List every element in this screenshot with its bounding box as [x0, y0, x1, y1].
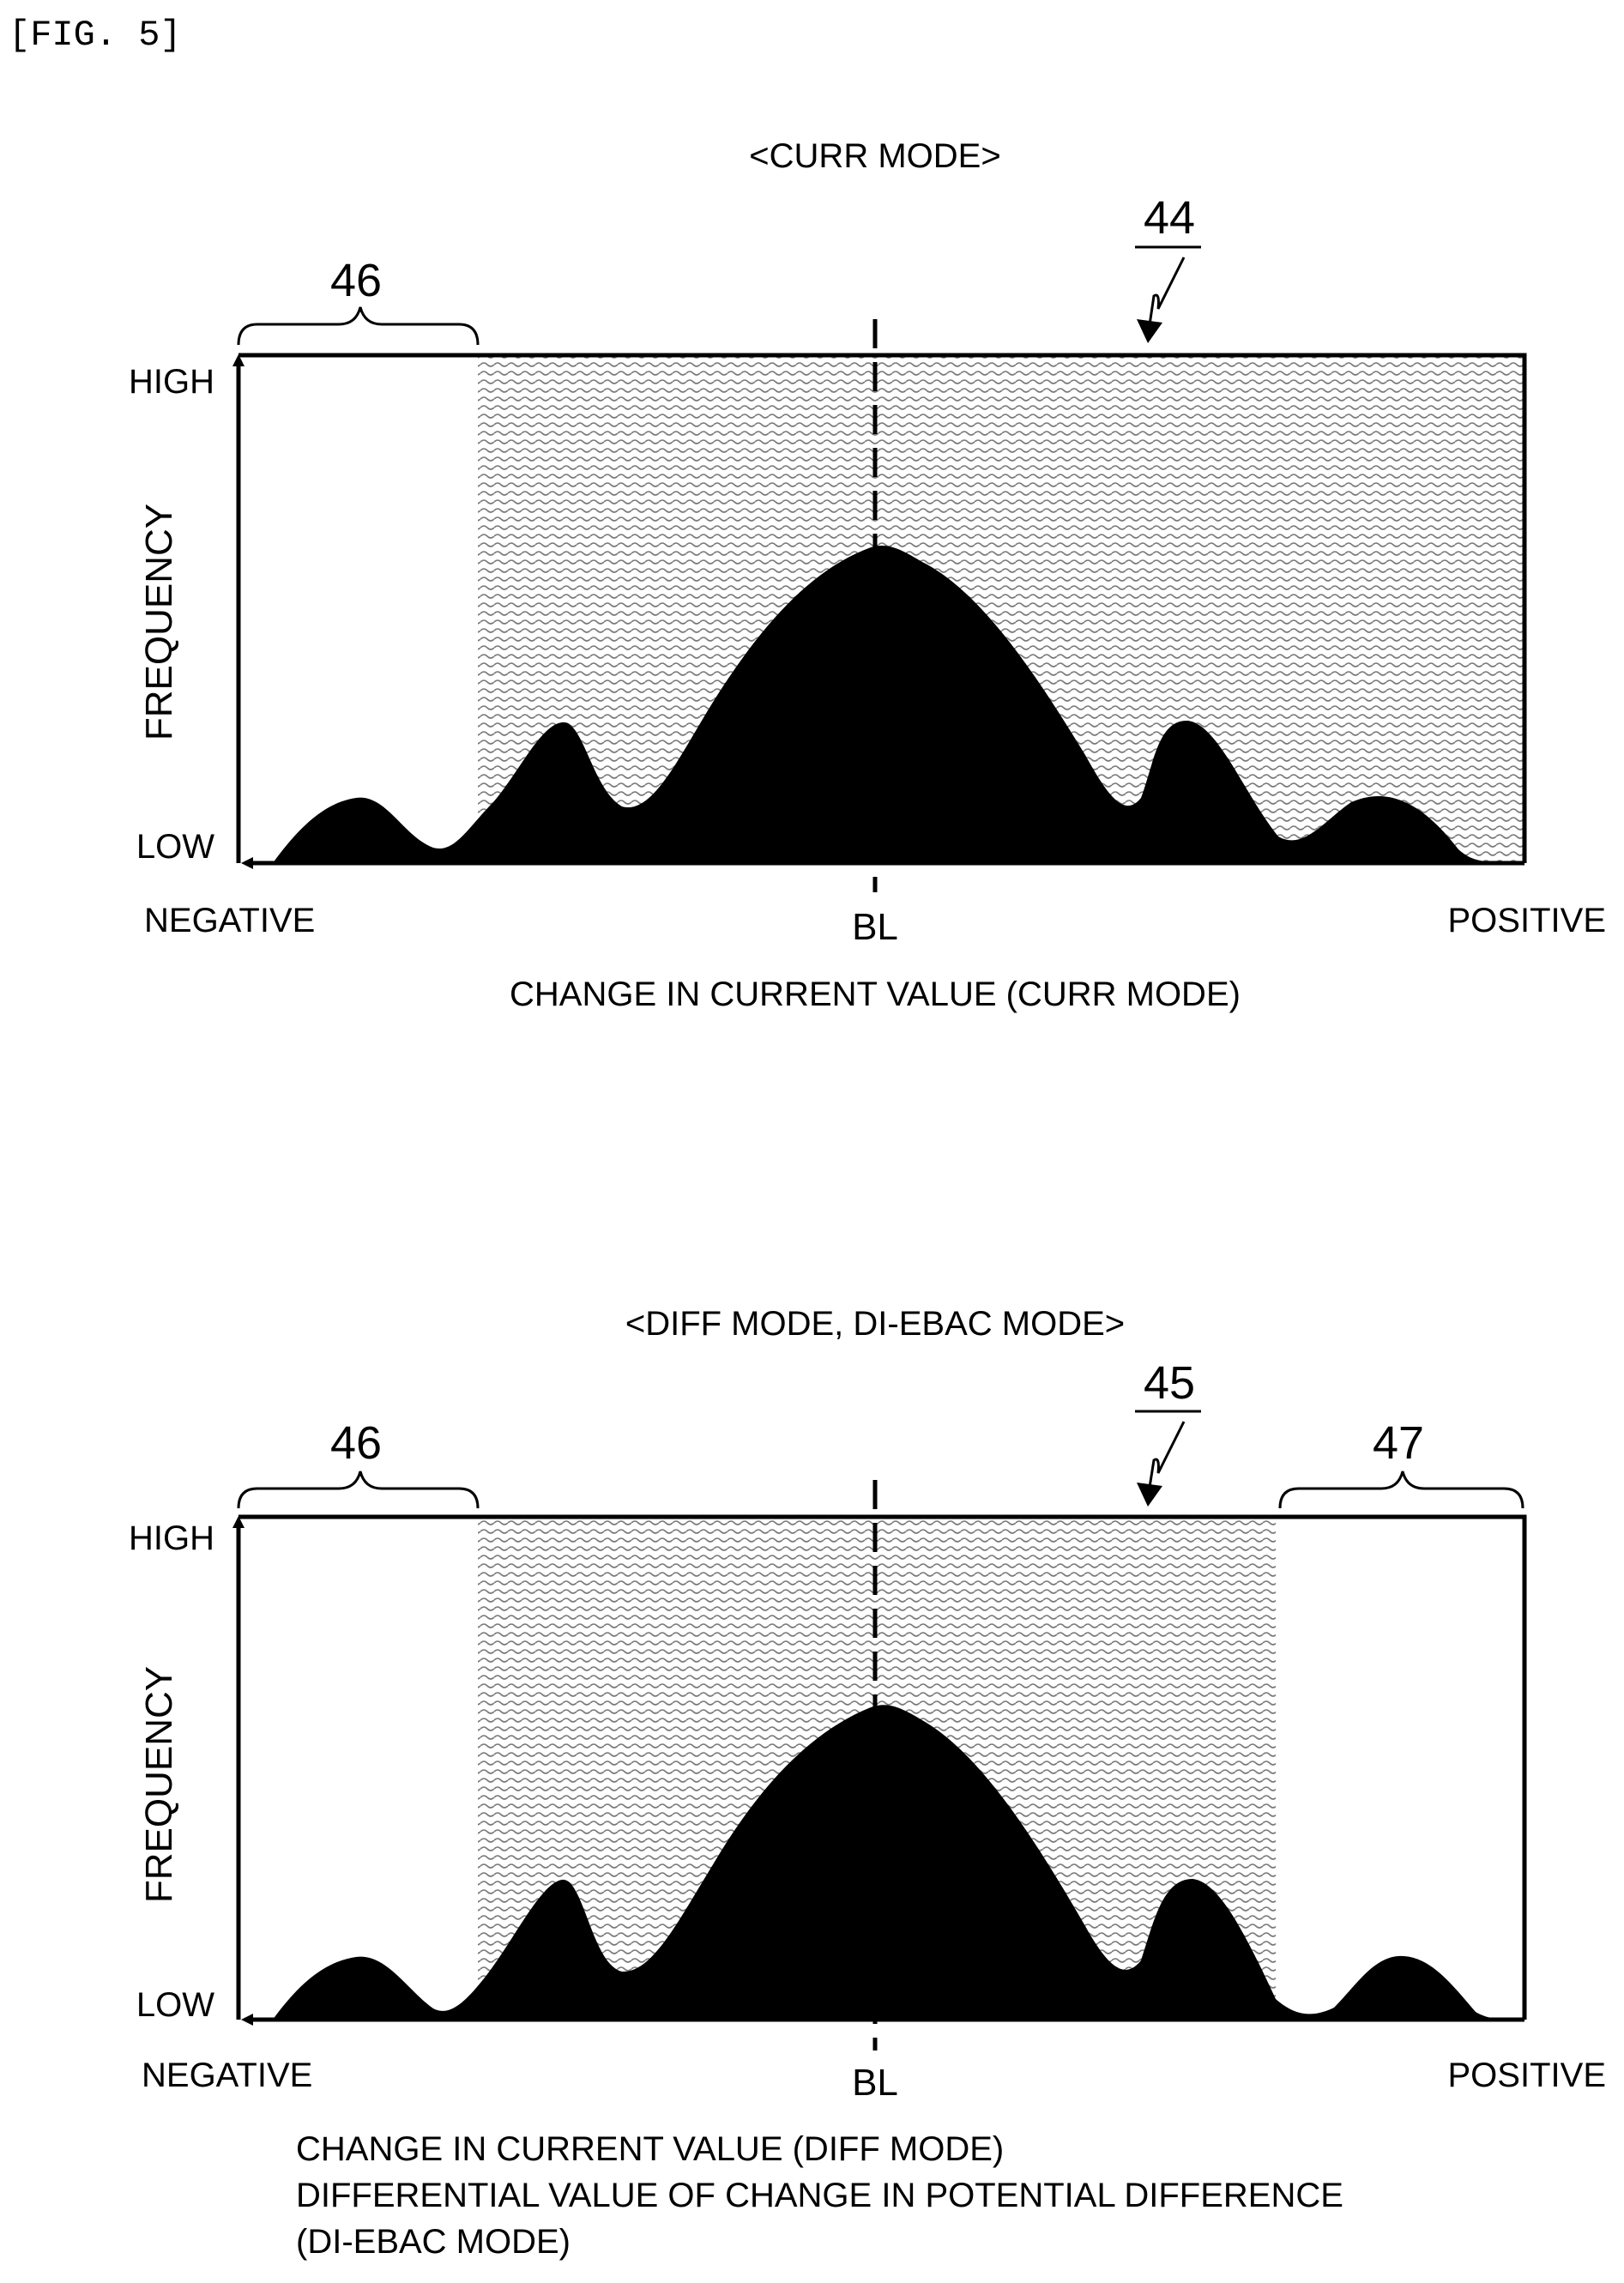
figure-label: [FIG. 5]	[9, 15, 182, 56]
histogram-distribution	[273, 545, 1524, 863]
ref-excluded-right: 47	[1373, 1417, 1424, 1469]
panel-title: <CURR MODE>	[749, 137, 1000, 175]
y-axis-title: FREQUENCY	[138, 504, 180, 740]
x-axis-caption-line-1: CHANGE IN CURRENT VALUE (DIFF MODE)	[296, 2130, 1004, 2168]
histogram-distribution	[273, 1705, 1524, 2020]
panel-curr-mode: <CURR MODE> 46 44 HIGH LOW FREQUENCY NEG…	[129, 137, 1606, 1013]
y-high-label: HIGH	[129, 363, 214, 401]
bracket-excluded-left	[237, 306, 480, 346]
ref-leader-arrowhead	[1137, 319, 1162, 343]
ref-detection-region: 45	[1144, 1357, 1195, 1409]
x-negative-label: NEGATIVE	[144, 902, 315, 939]
x-baseline-label: BL	[852, 906, 898, 948]
x-positive-label: POSITIVE	[1448, 2057, 1607, 2094]
ref-leader-arrow	[1146, 1421, 1186, 1499]
ref-excluded-left: 46	[330, 1417, 382, 1469]
y-high-label: HIGH	[129, 1519, 214, 1557]
y-low-label: LOW	[136, 1986, 214, 2024]
ref-leader-arrowhead	[1137, 1483, 1162, 1507]
x-axis-caption: CHANGE IN CURRENT VALUE (CURR MODE)	[510, 975, 1241, 1013]
x-positive-label: POSITIVE	[1448, 902, 1607, 939]
ref-leader-arrow	[1146, 257, 1186, 337]
panel-title: <DIFF MODE, DI-EBAC MODE>	[625, 1305, 1125, 1343]
plot-frame	[238, 353, 1527, 863]
x-axis-caption-line-3: (DI-EBAC MODE)	[296, 2223, 571, 2261]
x-negative-label: NEGATIVE	[142, 2057, 312, 2094]
y-axis-title: FREQUENCY	[138, 1666, 180, 1903]
bracket-excluded-left	[237, 1471, 480, 1509]
ref-excluded-left: 46	[330, 255, 382, 306]
plot-frame	[238, 1514, 1527, 2020]
bracket-excluded-right	[1278, 1471, 1524, 1509]
x-baseline-label: BL	[852, 2062, 898, 2104]
y-low-label: LOW	[136, 828, 214, 866]
x-axis-caption-line-2: DIFFERENTIAL VALUE OF CHANGE IN POTENTIA…	[296, 2177, 1343, 2214]
ref-detection-region: 44	[1144, 192, 1195, 244]
panel-diff-mode: <DIFF MODE, DI-EBAC MODE> 46 47 45 HIGH …	[129, 1305, 1606, 2261]
